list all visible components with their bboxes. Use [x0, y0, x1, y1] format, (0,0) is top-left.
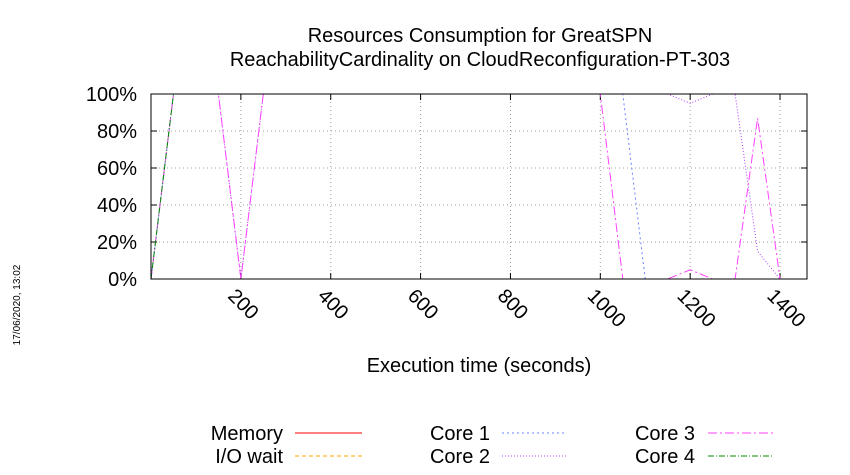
y-axis-ticks: 0% 20% 40% 60% 80% 100% [86, 84, 807, 291]
chart-title: Resources Consumption for GreatSPN [308, 25, 653, 47]
y-tick-label: 60% [97, 158, 137, 180]
x-axis-label: Execution time (seconds) [367, 355, 592, 377]
x-tick-label: 200 [223, 285, 262, 324]
y-tick-label: 0% [108, 269, 137, 291]
legend-label: Core 3 [635, 423, 695, 445]
y-tick-label: 100% [86, 84, 137, 106]
legend-label: Core 1 [430, 423, 490, 445]
series-line-core-2 [150, 93, 807, 280]
x-tick-label: 800 [493, 285, 532, 324]
series-line-core-3 [150, 93, 807, 280]
grid [151, 94, 807, 279]
x-axis-ticks: 200 400 600 800 1000 1200 1400 [223, 94, 810, 332]
y-tick-label: 80% [97, 121, 137, 143]
series-line-core-4 [150, 93, 807, 280]
x-tick-label: 1200 [673, 285, 720, 332]
legend-label: I/O wait [215, 446, 283, 468]
legend-label: Memory [211, 423, 283, 445]
x-tick-label: 600 [403, 285, 442, 324]
x-tick-label: 1400 [763, 285, 810, 332]
series-line-core-1 [150, 93, 807, 280]
x-tick-label: 400 [313, 285, 352, 324]
legend-label: Core 4 [635, 446, 695, 468]
series-lines [150, 93, 807, 280]
y-tick-label: 40% [97, 195, 137, 217]
legend-label: Core 2 [430, 446, 490, 468]
chart-subtitle: ReachabilityCardinality on CloudReconfig… [230, 49, 730, 71]
x-tick-label: 1000 [583, 285, 630, 332]
y-tick-label: 20% [97, 232, 137, 254]
plot-frame [150, 93, 808, 280]
side-timestamp: 17/06/2020, 13:02 [12, 264, 23, 345]
